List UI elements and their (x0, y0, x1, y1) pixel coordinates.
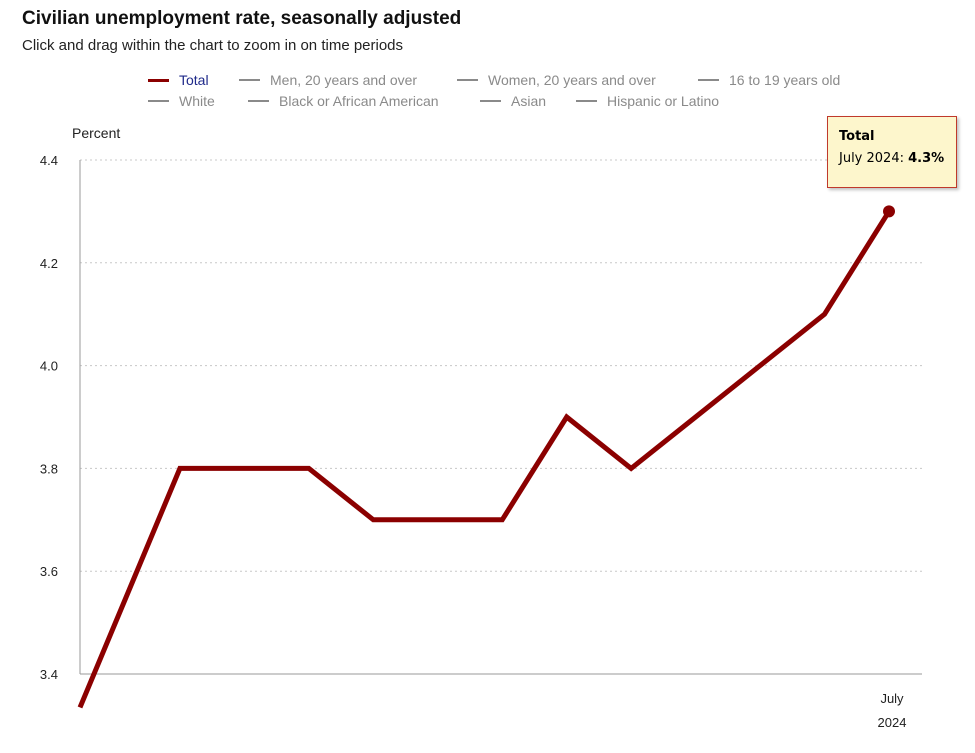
y-tick-label: 3.6 (40, 564, 58, 579)
legend-item-men[interactable]: Men, 20 years and over (239, 72, 417, 88)
y-tick-label: 4.2 (40, 256, 58, 271)
legend-label: White (179, 93, 215, 109)
legend-label: Women, 20 years and over (488, 72, 656, 88)
legend-label: Total (179, 72, 209, 88)
tooltip-value: 4.3% (908, 151, 945, 166)
tooltip-series: Total (839, 129, 875, 144)
legend-item-black[interactable]: Black or African American (248, 93, 439, 109)
legend-item-teens[interactable]: 16 to 19 years old (698, 72, 840, 88)
legend-item-hispanic[interactable]: Hispanic or Latino (576, 93, 719, 109)
tooltip-label: July 2024: (839, 151, 909, 166)
y-tick-label: 3.8 (40, 461, 58, 476)
y-axis-label: Percent (72, 125, 120, 141)
tooltip-line: July 2024: 4.3% (839, 151, 956, 166)
legend-swatch (698, 79, 719, 81)
legend-swatch (576, 100, 597, 102)
series-line-total[interactable] (77, 210, 892, 709)
legend-swatch (148, 100, 169, 102)
chart-subtitle: Click and drag within the chart to zoom … (22, 37, 404, 54)
x-tick-year: 2024 (878, 715, 907, 730)
series-total[interactable] (77, 205, 895, 709)
legend-label: Hispanic or Latino (607, 93, 720, 109)
legend-swatch (248, 100, 269, 102)
gridlines (80, 159, 922, 572)
y-tick-label: 3.4 (40, 667, 58, 682)
legend-item-asian[interactable]: Asian (480, 93, 546, 109)
legend-label: Asian (511, 93, 547, 109)
legend-label: Men, 20 years and over (270, 72, 418, 88)
tooltip: Total July 2024: 4.3% (827, 116, 957, 188)
highlighted-data-point[interactable] (883, 205, 895, 218)
legend-swatch (239, 79, 260, 81)
legend-swatch (480, 100, 501, 102)
legend-swatch (457, 79, 478, 81)
legend-label: Black or African American (279, 93, 439, 109)
y-axis-ticks: 3.4 3.6 3.8 4.0 4.2 4.4 (40, 153, 58, 682)
y-tick-label: 4.0 (40, 359, 58, 374)
legend-item-women[interactable]: Women, 20 years and over (457, 72, 656, 88)
legend-label: 16 to 19 years old (729, 72, 841, 88)
legend-item-white[interactable]: White (148, 93, 215, 109)
chart-title: Civilian unemployment rate, seasonally a… (22, 8, 462, 29)
legend-swatch (148, 78, 169, 82)
y-tick-label: 4.4 (40, 153, 58, 168)
legend: Total Men, 20 years and over Women, 20 y… (0, 0, 975, 120)
x-tick-month: July (880, 691, 904, 706)
legend-item-total[interactable]: Total (148, 72, 209, 88)
